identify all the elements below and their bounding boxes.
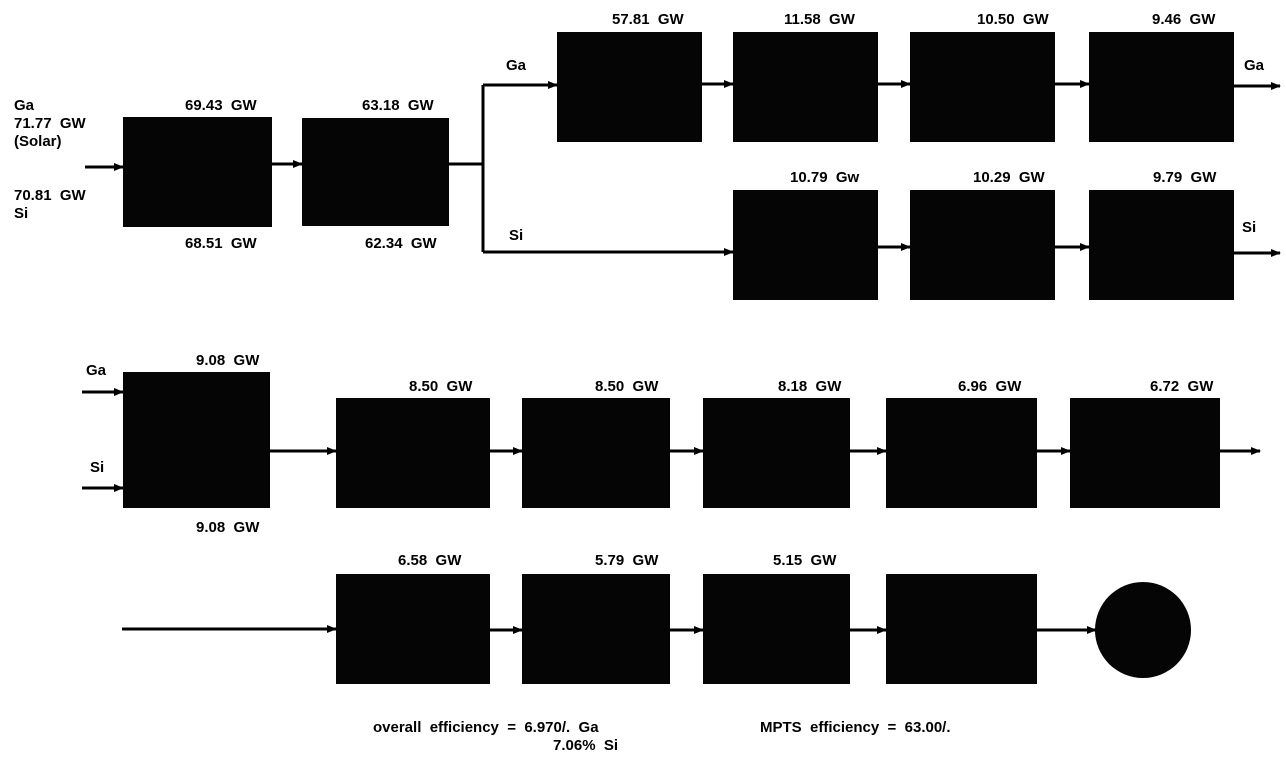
- si-box-3: [1089, 190, 1234, 300]
- row2-box-2-power: 8.50 GW: [595, 378, 659, 395]
- stage-box-2: [302, 118, 449, 226]
- si-box-1-power: 10.79 Gw: [790, 169, 860, 186]
- row3-box-3-power: 5.15 GW: [773, 552, 837, 569]
- si-box-2-power: 10.29 GW: [973, 169, 1046, 186]
- stage-1-ga-power: 69.43 GW: [185, 97, 258, 114]
- row2-box-2: [522, 398, 670, 508]
- terminal-circle: [1095, 582, 1191, 678]
- row3-box-4: [886, 574, 1037, 684]
- row3-box-1-power: 6.58 GW: [398, 552, 462, 569]
- row3-box-2-power: 5.79 GW: [595, 552, 659, 569]
- ga-box-3: [910, 32, 1055, 142]
- combiner-box: [123, 372, 270, 508]
- row2-box-3-power: 8.18 GW: [778, 378, 842, 395]
- mpts-efficiency: MPTS efficiency = 63.00/.: [760, 719, 951, 736]
- stage-2-ga-power: 63.18 GW: [362, 97, 435, 114]
- si-output-label: Si: [1242, 219, 1256, 236]
- row3-box-2: [522, 574, 670, 684]
- row3-box-3: [703, 574, 850, 684]
- si-box-2: [910, 190, 1055, 300]
- branch-si-label: Si: [509, 227, 523, 244]
- row2-box-5: [1070, 398, 1220, 508]
- si-box-3-power: 9.79 GW: [1153, 169, 1217, 186]
- input-source-label: (Solar): [14, 133, 62, 150]
- row2-box-3: [703, 398, 850, 508]
- ga-box-1-power: 57.81 GW: [612, 11, 685, 28]
- row2-box-4: [886, 398, 1037, 508]
- row2-box-1-power: 8.50 GW: [409, 378, 473, 395]
- row2-si-in-label: Si: [90, 459, 104, 476]
- input-ga-power: 71.77 GW: [14, 115, 87, 132]
- input-ga-label: Ga: [14, 97, 35, 114]
- ga-output-label: Ga: [1244, 57, 1265, 74]
- si-box-1: [733, 190, 878, 300]
- combiner-si-power: 9.08 GW: [196, 519, 260, 536]
- ga-box-3-power: 10.50 GW: [977, 11, 1050, 28]
- ga-box-2-power: 11.58 GW: [784, 11, 856, 28]
- ga-box-4: [1089, 32, 1234, 142]
- overall-efficiency-si: 7.06% Si: [553, 737, 618, 754]
- stage-2-si-power: 62.34 GW: [365, 235, 438, 252]
- row3-box-1: [336, 574, 490, 684]
- branch-ga-label: Ga: [506, 57, 527, 74]
- row2-box-4-power: 6.96 GW: [958, 378, 1022, 395]
- overall-efficiency-ga: overall efficiency = 6.970/. Ga: [373, 719, 599, 736]
- ga-box-4-power: 9.46 GW: [1152, 11, 1216, 28]
- stage-box-1: [123, 117, 272, 227]
- input-si-power: 70.81 GW: [14, 187, 87, 204]
- row2-box-5-power: 6.72 GW: [1150, 378, 1214, 395]
- row2-ga-in-label: Ga: [86, 362, 107, 379]
- combiner-ga-power: 9.08 GW: [196, 352, 260, 369]
- input-si-label: Si: [14, 205, 28, 222]
- row2-box-1: [336, 398, 490, 508]
- ga-box-2: [733, 32, 878, 142]
- ga-box-1: [557, 32, 702, 142]
- stage-1-si-power: 68.51 GW: [185, 235, 258, 252]
